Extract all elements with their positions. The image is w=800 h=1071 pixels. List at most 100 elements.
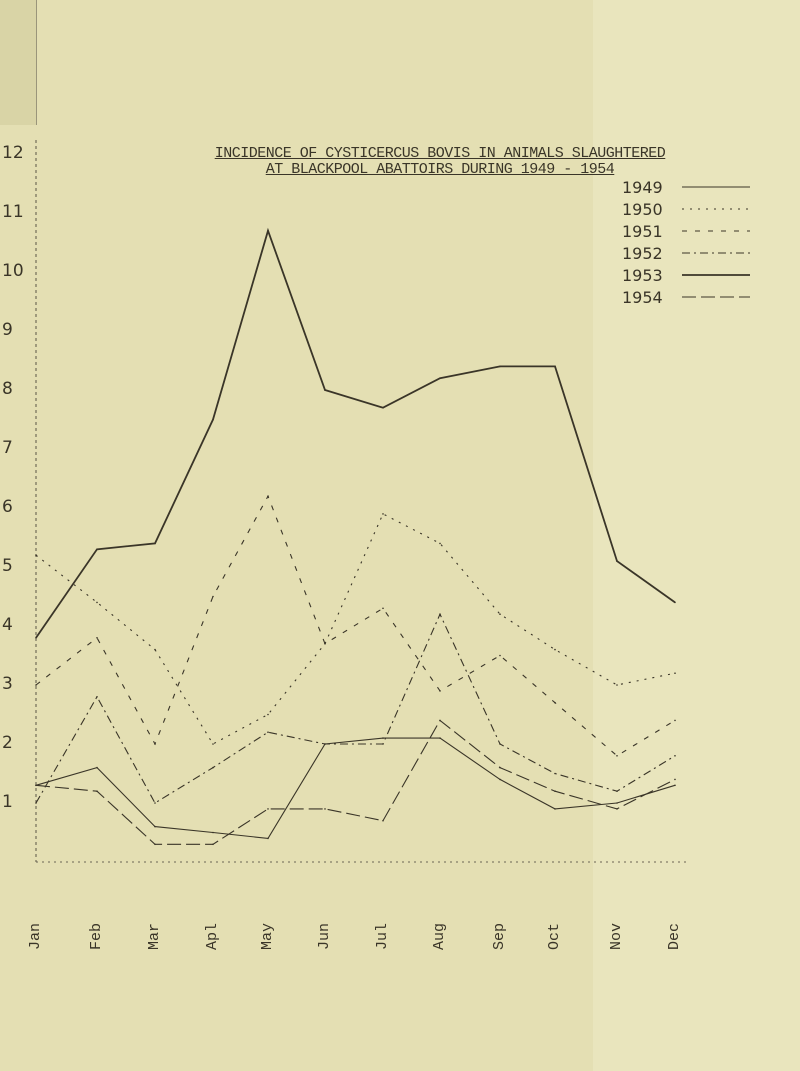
data-point-1950 bbox=[35, 554, 37, 556]
page-edge bbox=[0, 0, 37, 125]
y-tick-label: 2 bbox=[2, 733, 13, 753]
data-point-1954 bbox=[324, 808, 326, 810]
data-point-1951 bbox=[382, 607, 384, 610]
data-point-1949 bbox=[382, 737, 384, 739]
data-point-1953 bbox=[616, 560, 618, 562]
data-point-1952 bbox=[96, 696, 98, 698]
data-point-1952 bbox=[267, 731, 269, 733]
data-point-1954 bbox=[35, 784, 37, 787]
series-line-1953 bbox=[35, 227, 676, 639]
data-point-1951 bbox=[616, 755, 618, 757]
data-point-1950 bbox=[616, 684, 618, 686]
y-tick-label: 11 bbox=[2, 202, 24, 222]
data-point-1952 bbox=[554, 772, 556, 775]
data-point-1951 bbox=[212, 595, 214, 598]
data-point-1951 bbox=[154, 743, 156, 745]
data-point-1953 bbox=[96, 548, 98, 551]
data-point-1949 bbox=[96, 766, 98, 769]
data-point-1952 bbox=[382, 743, 384, 745]
series-line-1951 bbox=[35, 494, 676, 757]
data-point-1953 bbox=[154, 542, 156, 545]
data-point-1950 bbox=[382, 513, 384, 515]
data-point-1949 bbox=[554, 808, 556, 810]
data-point-1953 bbox=[554, 365, 556, 368]
legend-label: 1949 bbox=[622, 177, 663, 197]
legend: 1949 1950 1951 1952 1953 1954 bbox=[622, 176, 800, 308]
data-point-1951 bbox=[499, 654, 501, 657]
legend-swatch bbox=[682, 274, 750, 276]
data-point-1951 bbox=[554, 701, 556, 704]
series-line-1952 bbox=[35, 612, 676, 804]
data-point-1953 bbox=[212, 418, 214, 421]
paper-fold bbox=[593, 0, 800, 1071]
y-tick-label: 10 bbox=[2, 261, 24, 281]
data-point-1949 bbox=[616, 802, 618, 804]
data-point-1952 bbox=[616, 790, 618, 792]
legend-swatch bbox=[682, 230, 750, 232]
data-point-1952 bbox=[212, 766, 214, 769]
data-point-1950 bbox=[674, 672, 676, 674]
legend-label: 1950 bbox=[622, 199, 663, 219]
data-point-1949 bbox=[499, 778, 501, 781]
data-point-1949 bbox=[267, 837, 269, 840]
series-line-1949 bbox=[35, 737, 676, 839]
data-point-1950 bbox=[439, 542, 441, 545]
data-point-1951 bbox=[96, 637, 98, 639]
data-point-1953 bbox=[674, 601, 676, 604]
data-point-1949 bbox=[154, 825, 156, 828]
legend-item: 1950 bbox=[622, 198, 800, 220]
data-point-1950 bbox=[499, 613, 501, 615]
data-point-1952 bbox=[324, 743, 326, 745]
data-point-1949 bbox=[439, 737, 441, 739]
data-point-1953 bbox=[499, 365, 501, 368]
data-point-1949 bbox=[674, 784, 676, 787]
data-point-1952 bbox=[154, 802, 156, 804]
legend-item: 1953 bbox=[622, 264, 800, 286]
data-point-1951 bbox=[324, 642, 326, 645]
legend-swatch bbox=[682, 252, 750, 254]
y-tick-label: 6 bbox=[2, 497, 13, 517]
y-tick-label: 4 bbox=[2, 615, 13, 635]
data-point-1950 bbox=[554, 648, 556, 651]
series-line-1950 bbox=[35, 513, 676, 745]
data-point-1951 bbox=[439, 690, 441, 692]
series-line-1954 bbox=[35, 719, 676, 845]
legend-label: 1952 bbox=[622, 243, 663, 263]
legend-label: 1954 bbox=[622, 287, 663, 307]
data-point-1953 bbox=[35, 637, 37, 639]
legend-item: 1954 bbox=[622, 286, 800, 308]
data-point-1952 bbox=[439, 613, 441, 615]
chart-title: INCIDENCE OF CYSTICERCUS BOVIS IN ANIMAL… bbox=[140, 146, 740, 178]
data-point-1952 bbox=[35, 802, 37, 804]
data-point-1952 bbox=[499, 743, 501, 745]
legend-item: 1949 bbox=[622, 176, 800, 198]
data-point-1954 bbox=[96, 790, 98, 792]
y-tick-label: 12 bbox=[2, 143, 24, 163]
legend-item: 1951 bbox=[622, 220, 800, 242]
legend-label: 1951 bbox=[622, 221, 663, 241]
y-tick-label: 9 bbox=[2, 320, 13, 340]
data-point-1954 bbox=[674, 778, 676, 781]
legend-swatch bbox=[682, 208, 750, 210]
data-point-1952 bbox=[674, 755, 676, 757]
data-point-1954 bbox=[212, 843, 214, 846]
data-point-1949 bbox=[212, 831, 214, 834]
y-tick-label: 1 bbox=[2, 792, 13, 812]
legend-swatch bbox=[682, 186, 750, 188]
data-point-1954 bbox=[554, 790, 556, 792]
data-point-1954 bbox=[616, 808, 618, 810]
data-point-1951 bbox=[674, 719, 676, 722]
legend-label: 1953 bbox=[622, 265, 663, 285]
y-tick-label: 3 bbox=[2, 674, 13, 694]
legend-item: 1952 bbox=[622, 242, 800, 264]
data-point-1953 bbox=[439, 377, 441, 380]
data-point-1951 bbox=[35, 684, 37, 686]
data-point-1950 bbox=[212, 743, 214, 745]
title-line-1: INCIDENCE OF CYSTICERCUS BOVIS IN ANIMAL… bbox=[214, 145, 666, 162]
title-line-2: AT BLACKPOOL ABATTOIRS DURING 1949 - 195… bbox=[265, 161, 615, 178]
data-point-1953 bbox=[267, 229, 269, 232]
y-tick-label: 5 bbox=[2, 556, 13, 576]
data-point-1954 bbox=[439, 719, 441, 722]
data-point-1951 bbox=[267, 495, 269, 498]
